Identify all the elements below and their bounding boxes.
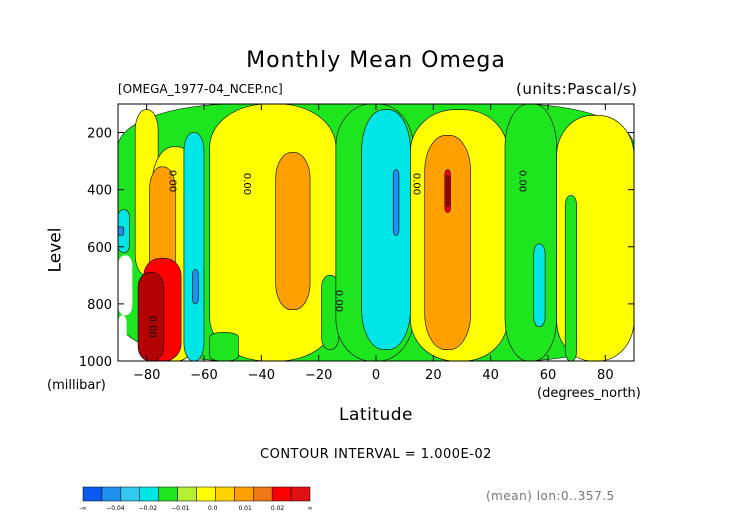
- contour-line-label: 0.00: [167, 170, 178, 192]
- contour-line-label: 0.00: [333, 290, 344, 312]
- contour-region-green: [504, 103, 557, 362]
- contour-region-cyan: [361, 109, 411, 350]
- x-tick-label: 60: [540, 368, 557, 383]
- contour-region-orange: [424, 135, 471, 350]
- colorbar-segment: [290, 486, 311, 502]
- colorbar-segment: [196, 486, 216, 502]
- colorbar-segment: [82, 486, 103, 502]
- units-label: (units:Pascal/s): [516, 80, 638, 98]
- contour-region-green: [209, 332, 239, 362]
- colorbar-segment: [215, 486, 235, 502]
- colorbar-label: −0.02: [139, 505, 158, 512]
- contour-region-dark_red: [445, 175, 450, 208]
- x-axis-label: Latitude: [339, 405, 413, 425]
- x-tick-label: 20: [425, 368, 442, 383]
- contour-region-orange: [275, 152, 311, 310]
- contour-line-label: 0.00: [516, 170, 527, 192]
- x-tick-label: 40: [482, 368, 499, 383]
- colorbar-segment: [177, 486, 197, 502]
- colorbar-segment: [234, 486, 254, 502]
- contour-region-blue: [192, 269, 199, 305]
- y-tick-label: 400: [87, 184, 112, 199]
- colorbar-segment: [101, 486, 122, 502]
- contour-interval-label: CONTOUR INTERVAL = 1.000E-02: [260, 447, 492, 462]
- contour-region-cyan: [183, 132, 205, 362]
- colorbar-segment: [253, 486, 273, 502]
- x-tick-label: −60: [190, 368, 217, 383]
- contour-line-label: 0.00: [147, 316, 158, 338]
- y-axis-units: (millibar): [47, 378, 106, 393]
- contour-region-missing: [118, 315, 127, 361]
- x-axis-units: (degrees_north): [537, 386, 641, 401]
- contour-region-missing: [118, 255, 133, 316]
- y-tick-label: 600: [87, 241, 112, 256]
- contour-line-label: 0.00: [410, 173, 421, 195]
- contour-region-blue: [117, 226, 125, 236]
- colorbar-segment: [139, 486, 159, 502]
- colorbar-label: ∞: [308, 505, 313, 512]
- y-tick-label: 200: [87, 127, 112, 142]
- contour-region-yellow: [209, 103, 337, 362]
- x-tick-label: 80: [597, 368, 614, 383]
- colorbar-label: −0.01: [171, 505, 190, 512]
- y-tick-label: 1000: [79, 355, 112, 370]
- colorbar-label: 0.02: [271, 505, 285, 512]
- colorbar-segment: [158, 486, 178, 502]
- colorbar-segment: [120, 486, 141, 502]
- x-tick-label: −40: [248, 368, 275, 383]
- contour-line-label: 0.00: [241, 173, 252, 195]
- x-tick-label: 0: [372, 368, 380, 383]
- colorbar-label: 0.01: [238, 505, 252, 512]
- contour-region-green: [564, 195, 577, 362]
- file-label: [OMEGA_1977-04_NCEP.nc]: [118, 82, 283, 96]
- x-tick-label: −20: [305, 368, 332, 383]
- colorbar-label: −0.04: [106, 505, 125, 512]
- contour-region-blue: [392, 169, 400, 236]
- colorbar-segment: [271, 486, 292, 502]
- contour-region-cyan: [533, 243, 546, 328]
- mean-label: (mean) lon:0..357.5: [486, 489, 615, 503]
- colorbar-label: -∞: [79, 505, 86, 512]
- y-tick-label: 800: [87, 298, 112, 313]
- colorbar-label: 0.0: [208, 505, 218, 512]
- chart-title: Monthly Mean Omega: [246, 48, 506, 73]
- x-tick-label: −80: [133, 368, 160, 383]
